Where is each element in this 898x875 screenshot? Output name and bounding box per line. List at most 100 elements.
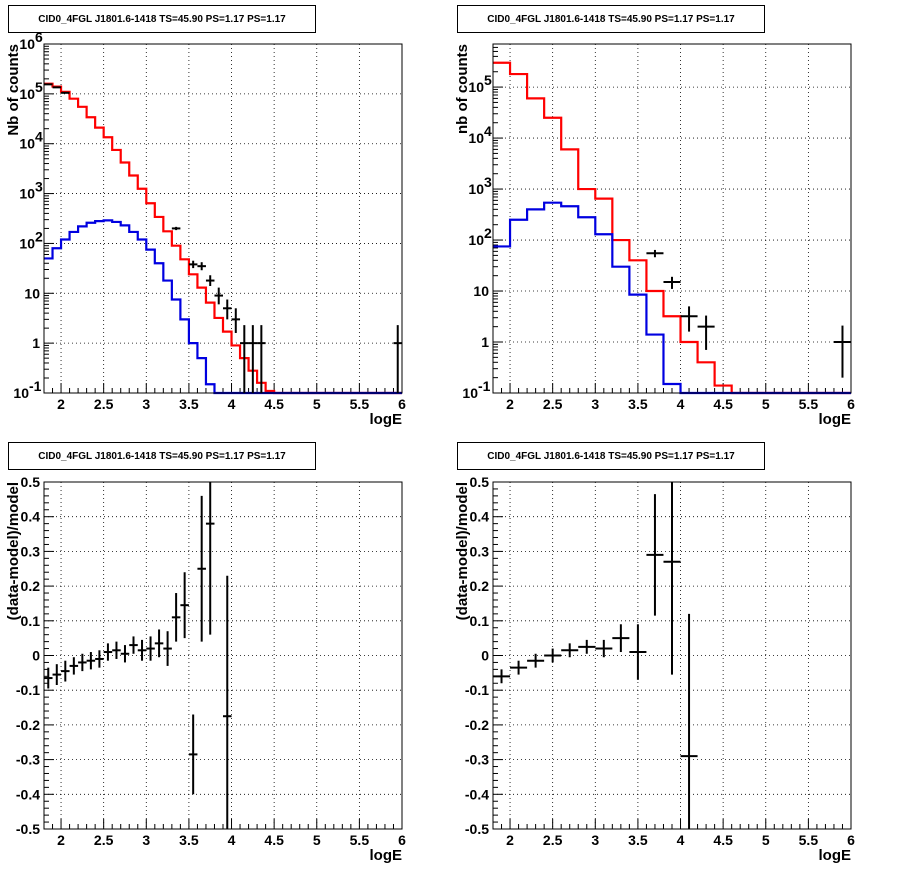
x-tick-label: 4	[228, 396, 236, 412]
residual-chart-right: 2 2.5 3 3.5 4 4.5 5 5.5 6 -0.5 -0.4 -0.3 -0.2 -0.1 0 0.…	[454, 474, 855, 864]
y-tick-label: 0	[481, 648, 489, 664]
series-1	[493, 201, 851, 395]
y-tick-label: 10	[19, 186, 35, 202]
series-0	[493, 482, 698, 829]
series-0	[493, 61, 851, 395]
y-tick-label-exponent: 4	[35, 129, 43, 145]
y-tick-label: 10	[462, 385, 478, 401]
x-tick-label: 3	[142, 832, 150, 848]
series-0	[44, 482, 232, 829]
x-tick-label: 2	[506, 832, 514, 848]
residual-chart-left: 2 2.5 3 3.5 4 4.5 5 5.5 6 -0.5 -0.4 -0.3 -0.2 -0.1 0 0.…	[5, 474, 406, 864]
x-tick-labels: 2 2.5 3 3.5 4 4.5 5 5.5 6	[506, 832, 855, 848]
x-tick-label: 2.5	[94, 832, 114, 848]
axis-ticks	[43, 43, 403, 394]
y-tick-label-exponent: 3	[35, 179, 43, 195]
x-axis-title: logE	[370, 847, 403, 864]
hist-line	[44, 82, 402, 395]
y-tick-label: 1	[481, 334, 489, 350]
plot-frame	[43, 43, 403, 394]
y-tick-label-exponent: 2	[35, 228, 43, 244]
y-tick-label: 10	[468, 79, 484, 95]
plot-frame	[43, 481, 403, 830]
x-tick-labels: 2 2.5 3 3.5 4 4.5 5 5.5 6	[57, 396, 406, 412]
x-tick-label: 2.5	[94, 396, 114, 412]
y-tick-label: 10	[13, 385, 29, 401]
x-tick-label: 3.5	[179, 396, 199, 412]
x-tick-label: 5.5	[350, 832, 370, 848]
y-tick-label-exponent: -1	[478, 378, 491, 394]
y-tick-label: 0.3	[470, 543, 490, 559]
y-tick-label: -0.5	[465, 821, 489, 837]
y-tick-label: -0.5	[16, 821, 40, 837]
x-tick-label: 6	[398, 396, 406, 412]
x-tick-label: 4	[677, 832, 685, 848]
x-tick-label: 2	[57, 832, 65, 848]
x-axis-title: logE	[370, 411, 403, 428]
y-tick-label-exponent: -1	[29, 378, 42, 394]
x-tick-label: 5	[762, 832, 770, 848]
x-tick-label: 4.5	[264, 396, 284, 412]
x-tick-label: 6	[398, 832, 406, 848]
axis-ticks	[492, 481, 852, 830]
chart-title: CID0_4FGL J1801.6-1418 TS=45.90 PS=1.17 …	[457, 5, 765, 33]
chart-panel-resid-left: 2 2.5 3 3.5 4 4.5 5 5.5 6 -0.5 -0.4 -0.3 -0.2 -0.1 0 0.…	[0, 437, 449, 874]
y-tick-label-exponent: 5	[484, 72, 492, 88]
y-tick-label: 0.3	[21, 543, 41, 559]
x-tick-label: 4	[228, 832, 236, 848]
y-tick-label: -0.4	[16, 786, 40, 802]
x-axis-title: logE	[819, 411, 852, 428]
x-tick-labels: 2 2.5 3 3.5 4 4.5 5 5.5 6	[57, 832, 406, 848]
y-tick-label: 0	[32, 648, 40, 664]
y-tick-label: 0.5	[470, 474, 490, 490]
x-tick-label: 4.5	[713, 832, 733, 848]
series-0	[44, 82, 402, 395]
x-tick-label: 3.5	[628, 396, 648, 412]
y-axis-title: (data-model)/model	[454, 482, 471, 620]
y-tick-label: -0.2	[465, 717, 489, 733]
x-tick-label: 3	[591, 832, 599, 848]
y-tick-label-exponent: 5	[35, 79, 43, 95]
chart-title: CID0_4FGL J1801.6-1418 TS=45.90 PS=1.17 …	[457, 442, 765, 470]
x-tick-label: 2.5	[543, 832, 563, 848]
x-tick-label: 6	[847, 832, 855, 848]
y-tick-label: 10	[24, 285, 40, 301]
y-tick-labels: -0.5 -0.4 -0.3 -0.2 -0.1 0 0.1 0.2 0.3 0.4 0.5	[465, 474, 489, 837]
plot-frame	[492, 43, 852, 394]
y-tick-label-exponent: 4	[484, 123, 492, 139]
x-tick-label: 5	[313, 396, 321, 412]
y-tick-label: 10	[19, 36, 35, 52]
y-tick-label: 0.4	[470, 509, 490, 525]
y-tick-label: 0.2	[21, 578, 41, 594]
y-axis-title: nb of counts	[454, 44, 471, 134]
x-tick-label: 3.5	[179, 832, 199, 848]
y-axis-title: (data-model)/model	[5, 482, 22, 620]
x-tick-label: 3.5	[628, 832, 648, 848]
y-tick-label: 0.4	[21, 509, 41, 525]
x-tick-label: 5.5	[350, 396, 370, 412]
grid	[493, 44, 851, 393]
series-1	[44, 219, 402, 395]
y-tick-label: 10	[19, 235, 35, 251]
y-tick-label: -0.4	[465, 786, 489, 802]
hist-line	[493, 201, 851, 395]
y-tick-label-exponent: 2	[484, 225, 492, 241]
y-tick-labels: -0.5 -0.4 -0.3 -0.2 -0.1 0 0.1 0.2 0.3 0.4 0.5	[16, 474, 40, 837]
x-tick-label: 3	[591, 396, 599, 412]
chart-panel-counts-left: 2 2.5 3 3.5 4 4.5 5 5.5 6 10 -1 1 10 10 2 10 3 10 4 10 5 10 6 l…	[0, 0, 449, 437]
y-tick-label: 10	[468, 130, 484, 146]
y-tick-label: 0.1	[470, 613, 490, 629]
chart-panel-counts-right: 2 2.5 3 3.5 4 4.5 5 5.5 6 10 -1 1 10 10 2 10 3 10 4 10 5 logE…	[449, 0, 898, 437]
x-tick-label: 5	[313, 832, 321, 848]
x-tick-label: 3	[142, 396, 150, 412]
series-2	[44, 83, 402, 393]
x-tick-label: 2	[506, 396, 514, 412]
y-tick-label: 0.2	[470, 578, 490, 594]
hist-line	[44, 219, 402, 395]
y-tick-label: 10	[473, 283, 489, 299]
y-tick-label: -0.1	[16, 682, 40, 698]
y-tick-label: 10	[19, 136, 35, 152]
